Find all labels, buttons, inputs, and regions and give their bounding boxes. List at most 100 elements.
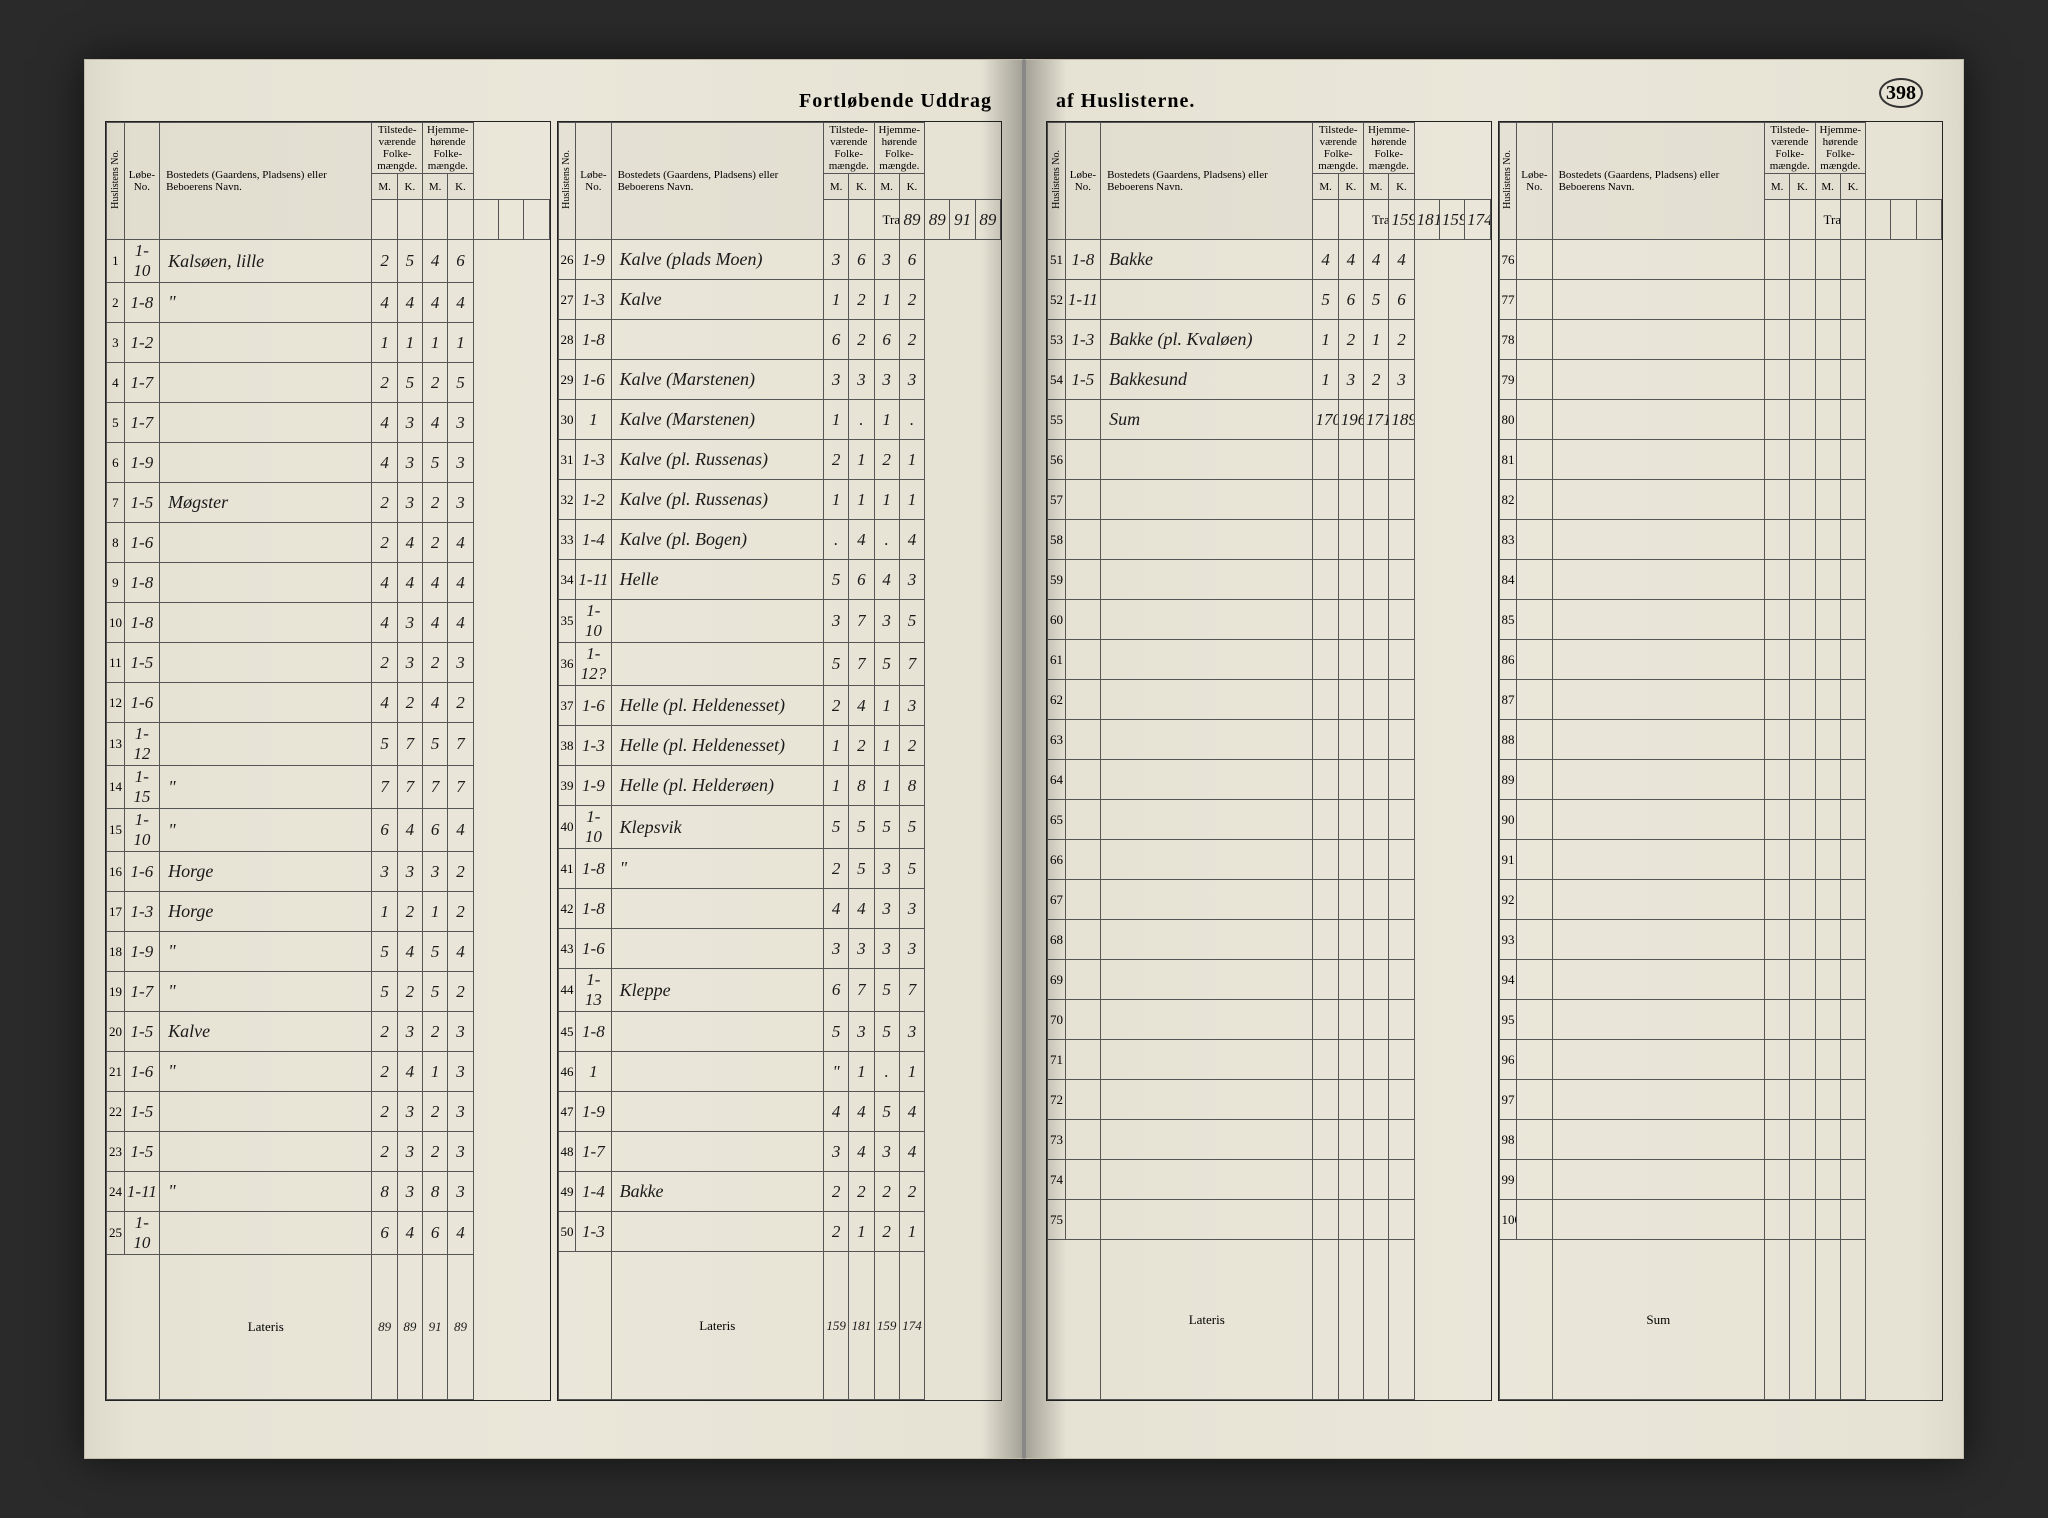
table-block-1: Huslistens No. Løbe-No. Bostedets (Gaard… xyxy=(106,122,550,1400)
table-row: 19 1-7 " 52 52 xyxy=(107,972,550,1012)
table-row: 9 1-8 44 44 xyxy=(107,563,550,603)
table-row: 37 1-6 Helle (pl. Heldenesset) 24 13 xyxy=(558,686,1001,726)
table-row: 43 1-6 33 33 xyxy=(558,929,1001,969)
left-block-1: Huslistens No. Løbe-No. Bostedets (Gaard… xyxy=(105,121,551,1401)
table-row: 31 1-3 Kalve (pl. Russenas) 21 21 xyxy=(558,440,1001,480)
lateris-row: Sum xyxy=(1499,1240,1942,1400)
table-row: 46 1 "1 .1 xyxy=(558,1052,1001,1092)
table-row: 52 1-11 56 56 xyxy=(1048,280,1491,320)
table-row: 60 xyxy=(1048,600,1491,640)
table-row: 17 1-3 Horge 12 12 xyxy=(107,892,550,932)
table-row: 67 xyxy=(1048,880,1491,920)
table-row: 99 xyxy=(1499,1160,1942,1200)
left-page: Fortløbende Uddrag Huslistens No. Løbe-N… xyxy=(84,59,1024,1459)
lateris-row: Lateris 8989 9189 xyxy=(107,1255,550,1400)
table-row: 39 1-9 Helle (pl. Helderøen) 18 18 xyxy=(558,766,1001,806)
lateris-row: Lateris xyxy=(1048,1240,1491,1400)
table-row: 5 1-7 43 43 xyxy=(107,403,550,443)
table-row: 18 1-9 " 54 54 xyxy=(107,932,550,972)
table-row: 58 xyxy=(1048,520,1491,560)
table-row: 41 1-8 " 25 35 xyxy=(558,849,1001,889)
page-title-left: Fortløbende Uddrag xyxy=(105,90,1002,113)
table-row: 90 xyxy=(1499,800,1942,840)
table-row: 50 1-3 21 21 xyxy=(558,1212,1001,1252)
table-row: 72 xyxy=(1048,1080,1491,1120)
page-title-right: af Huslisterne. xyxy=(1046,90,1943,113)
table-row: 10 1-8 43 44 xyxy=(107,603,550,643)
table-row: 98 xyxy=(1499,1120,1942,1160)
table-row: 80 xyxy=(1499,400,1942,440)
table-row: 45 1-8 53 53 xyxy=(558,1012,1001,1052)
table-row: 14 1-15 " 77 77 xyxy=(107,766,550,809)
table-row: 64 xyxy=(1048,760,1491,800)
table-block-4: Huslistens No. Løbe-No. Bostedets (Gaard… xyxy=(1499,122,1943,1400)
table-row: 62 xyxy=(1048,680,1491,720)
table-row: 48 1-7 34 34 xyxy=(558,1132,1001,1172)
table-row: 69 xyxy=(1048,960,1491,1000)
table-row: 34 1-11 Helle 56 43 xyxy=(558,560,1001,600)
table-row: 53 1-3 Bakke (pl. Kvaløen) 12 12 xyxy=(1048,320,1491,360)
table-row: 47 1-9 44 54 xyxy=(558,1092,1001,1132)
table-row: 6 1-9 43 53 xyxy=(107,443,550,483)
table-row: 25 1-10 64 64 xyxy=(107,1212,550,1255)
table-row: 84 xyxy=(1499,560,1942,600)
table-row: 38 1-3 Helle (pl. Heldenesset) 12 12 xyxy=(558,726,1001,766)
right-block-3: Huslistens No. Løbe-No. Bostedets (Gaard… xyxy=(1046,121,1492,1401)
table-row: 29 1-6 Kalve (Marstenen) 33 33 xyxy=(558,360,1001,400)
table-row: 44 1-13 Kleppe 67 57 xyxy=(558,969,1001,1012)
table-row: 86 xyxy=(1499,640,1942,680)
table-row: 33 1-4 Kalve (pl. Bogen) .4 .4 xyxy=(558,520,1001,560)
table-block-3: Huslistens No. Løbe-No. Bostedets (Gaard… xyxy=(1047,122,1491,1400)
table-row: 66 xyxy=(1048,840,1491,880)
table-row: 71 xyxy=(1048,1040,1491,1080)
table-row: 42 1-8 44 33 xyxy=(558,889,1001,929)
table-row: 27 1-3 Kalve 12 12 xyxy=(558,280,1001,320)
table-row: 2 1-8 " 44 44 xyxy=(107,283,550,323)
right-page: 398 af Huslisterne. Huslistens No. Løbe-… xyxy=(1024,59,1964,1459)
table-row: 36 1-12? 57 57 xyxy=(558,643,1001,686)
table-row: 73 xyxy=(1048,1120,1491,1160)
table-row: 68 xyxy=(1048,920,1491,960)
table-row: 51 1-8 Bakke 44 44 xyxy=(1048,240,1491,280)
census-ledger-book: Fortløbende Uddrag Huslistens No. Løbe-N… xyxy=(84,59,1964,1459)
table-row: 92 xyxy=(1499,880,1942,920)
table-row: 4 1-7 25 25 xyxy=(107,363,550,403)
table-row: 91 xyxy=(1499,840,1942,880)
left-sheet: Huslistens No. Løbe-No. Bostedets (Gaard… xyxy=(105,121,1002,1401)
table-row: 21 1-6 " 24 13 xyxy=(107,1052,550,1092)
table-row: 81 xyxy=(1499,440,1942,480)
table-row: 97 xyxy=(1499,1080,1942,1120)
table-row: 85 xyxy=(1499,600,1942,640)
table-row: 94 xyxy=(1499,960,1942,1000)
table-row: 77 xyxy=(1499,280,1942,320)
table-row: 26 1-9 Kalve (plads Moen) 36 36 xyxy=(558,240,1001,280)
table-row: 3 1-2 11 11 xyxy=(107,323,550,363)
table-row: 20 1-5 Kalve 23 23 xyxy=(107,1012,550,1052)
table-row: 35 1-10 37 35 xyxy=(558,600,1001,643)
table-row: 32 1-2 Kalve (pl. Russenas) 11 11 xyxy=(558,480,1001,520)
table-row: 100 xyxy=(1499,1200,1942,1240)
table-row: 15 1-10 " 64 64 xyxy=(107,809,550,852)
table-row: 96 xyxy=(1499,1040,1942,1080)
table-row: 87 xyxy=(1499,680,1942,720)
lateris-row: Lateris 159181 159174 xyxy=(558,1252,1001,1400)
table-row: 40 1-10 Klepsvik 55 55 xyxy=(558,806,1001,849)
table-row: 54 1-5 Bakkesund 13 23 xyxy=(1048,360,1491,400)
table-row: 23 1-5 23 23 xyxy=(107,1132,550,1172)
table-row: 56 xyxy=(1048,440,1491,480)
table-row: 24 1-11 " 83 83 xyxy=(107,1172,550,1212)
table-row: 7 1-5 Møgster 23 23 xyxy=(107,483,550,523)
left-block-2: Huslistens No. Løbe-No. Bostedets (Gaard… xyxy=(557,121,1003,1401)
table-row: 57 xyxy=(1048,480,1491,520)
table-row: 65 xyxy=(1048,800,1491,840)
table-row: 11 1-5 23 23 xyxy=(107,643,550,683)
table-row: 16 1-6 Horge 33 32 xyxy=(107,852,550,892)
table-row: 70 xyxy=(1048,1000,1491,1040)
table-row: 61 xyxy=(1048,640,1491,680)
right-block-4: Huslistens No. Løbe-No. Bostedets (Gaard… xyxy=(1498,121,1944,1401)
page-number: 398 xyxy=(1879,78,1923,108)
table-row: 1 1-10 Kalsøen, lille 25 46 xyxy=(107,240,550,283)
table-row: 78 xyxy=(1499,320,1942,360)
table-row: 13 1-12 57 57 xyxy=(107,723,550,766)
table-row: 75 xyxy=(1048,1200,1491,1240)
